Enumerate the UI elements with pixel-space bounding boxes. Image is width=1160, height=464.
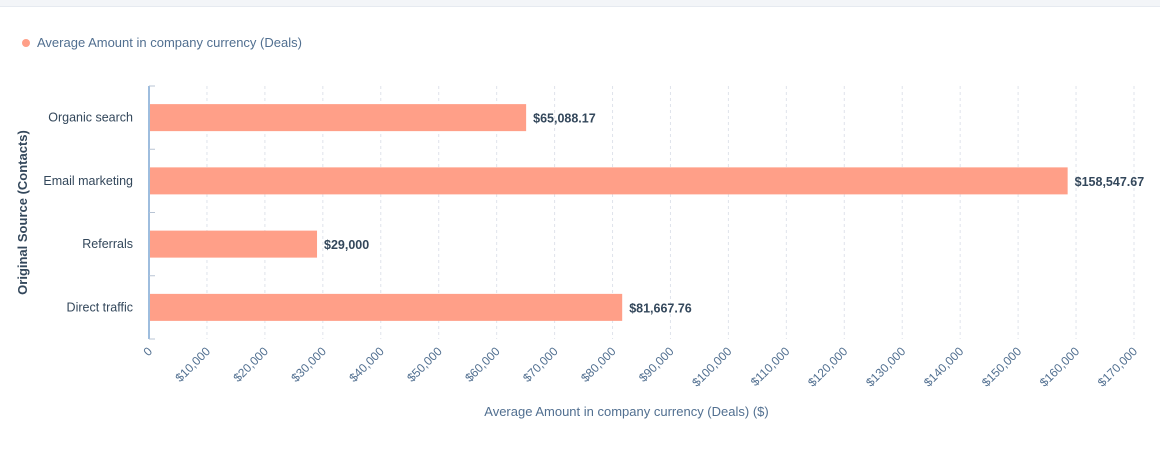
x-tick-label: 0 <box>140 344 155 359</box>
y-axis-title: Original Source (Contacts) <box>15 130 30 295</box>
x-tick-label: $160,000 <box>1037 344 1083 390</box>
x-tick-label: $140,000 <box>921 344 967 390</box>
category-label: Direct traffic <box>67 300 133 314</box>
category-label: Referrals <box>82 237 133 251</box>
x-tick-label: $50,000 <box>404 344 445 385</box>
x-tick-label: $10,000 <box>172 344 213 385</box>
chart-legend[interactable]: Average Amount in company currency (Deal… <box>22 35 302 50</box>
bar[interactable] <box>150 167 1068 195</box>
x-tick-label: $70,000 <box>520 344 561 385</box>
bar[interactable] <box>150 104 527 132</box>
x-tick-label: $40,000 <box>346 344 387 385</box>
x-tick-label: $170,000 <box>1095 344 1141 390</box>
x-tick-label: $150,000 <box>979 344 1025 390</box>
data-label: $29,000 <box>324 238 369 252</box>
x-tick-label: $20,000 <box>230 344 271 385</box>
x-tick-label: $90,000 <box>636 344 677 385</box>
bar[interactable] <box>150 230 318 258</box>
category-label: Email marketing <box>43 174 133 188</box>
x-tick-label: $60,000 <box>462 344 503 385</box>
x-tick-label: $80,000 <box>578 344 619 385</box>
data-label: $81,667.76 <box>629 301 692 315</box>
x-tick-label: $100,000 <box>689 344 735 390</box>
data-label: $158,547.67 <box>1075 175 1145 189</box>
x-tick-label: $120,000 <box>805 344 851 390</box>
legend-swatch <box>22 38 30 47</box>
legend-label: Average Amount in company currency (Deal… <box>37 35 302 50</box>
data-label: $65,088.17 <box>533 112 596 126</box>
bar[interactable] <box>150 293 623 321</box>
x-tick-label: $110,000 <box>748 344 793 389</box>
top-divider <box>0 0 1160 7</box>
x-axis-title: Average Amount in company currency (Deal… <box>484 404 768 419</box>
x-tick-label: $130,000 <box>863 344 909 390</box>
x-tick-label: $30,000 <box>288 344 329 385</box>
category-label: Organic search <box>48 111 133 125</box>
